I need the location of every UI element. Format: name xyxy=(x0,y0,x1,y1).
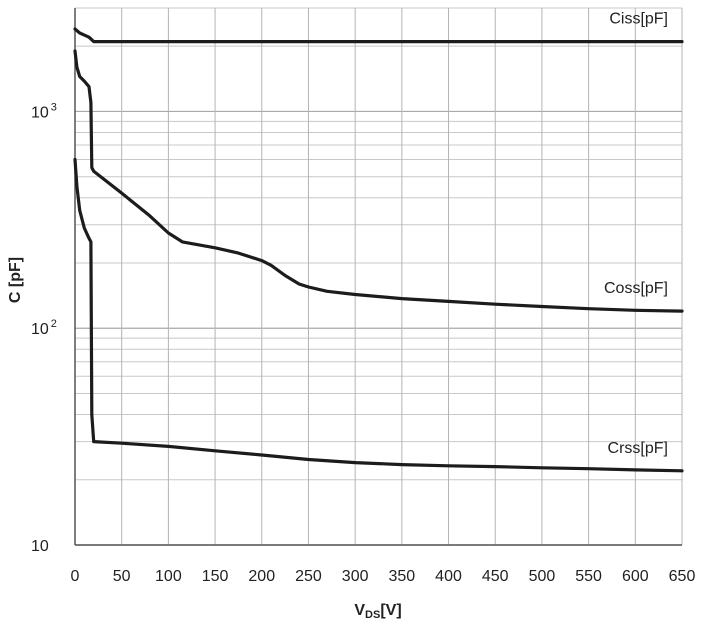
x-axis-title: VDS[V] xyxy=(354,602,401,621)
x-tick-label: 0 xyxy=(71,568,80,585)
series-line-0 xyxy=(73,27,684,44)
x-tick-label: 300 xyxy=(342,568,369,585)
series-line-1 xyxy=(73,49,684,313)
x-tick-label: 150 xyxy=(202,568,229,585)
y-tick-label: 10 3 xyxy=(31,101,57,121)
x-tick-label: 250 xyxy=(295,568,322,585)
x-tick-labels: 0 50 100 150 200 250 300 350 400 450 500 550 600 650 xyxy=(71,568,696,585)
series-label-0: Ciss[pF] xyxy=(609,11,668,28)
x-tick-label: 450 xyxy=(482,568,509,585)
series-label-2: Crss[pF] xyxy=(608,440,668,457)
x-tick-label: 350 xyxy=(388,568,415,585)
y-axis-title: C [pF] xyxy=(7,257,24,303)
x-tick-label: 650 xyxy=(669,568,696,585)
x-tick-label: 200 xyxy=(248,568,275,585)
minor-gridlines xyxy=(75,7,682,481)
series-label-1: Coss[pF] xyxy=(604,280,668,297)
y-tick-label: 10 xyxy=(31,538,49,555)
x-tick-label: 400 xyxy=(435,568,462,585)
x-tick-label: 550 xyxy=(575,568,602,585)
x-tick-label: 600 xyxy=(622,568,649,585)
y-tick-label: 10 2 xyxy=(31,318,57,338)
x-tick-label: 50 xyxy=(113,568,131,585)
series-layer xyxy=(73,27,684,473)
series-labels: Ciss[pF] Coss[pF] Crss[pF] xyxy=(604,11,668,457)
major-gridlines xyxy=(74,8,683,546)
series-line-2 xyxy=(73,157,684,473)
x-tick-label: 100 xyxy=(155,568,182,585)
x-tick-label: 500 xyxy=(529,568,556,585)
